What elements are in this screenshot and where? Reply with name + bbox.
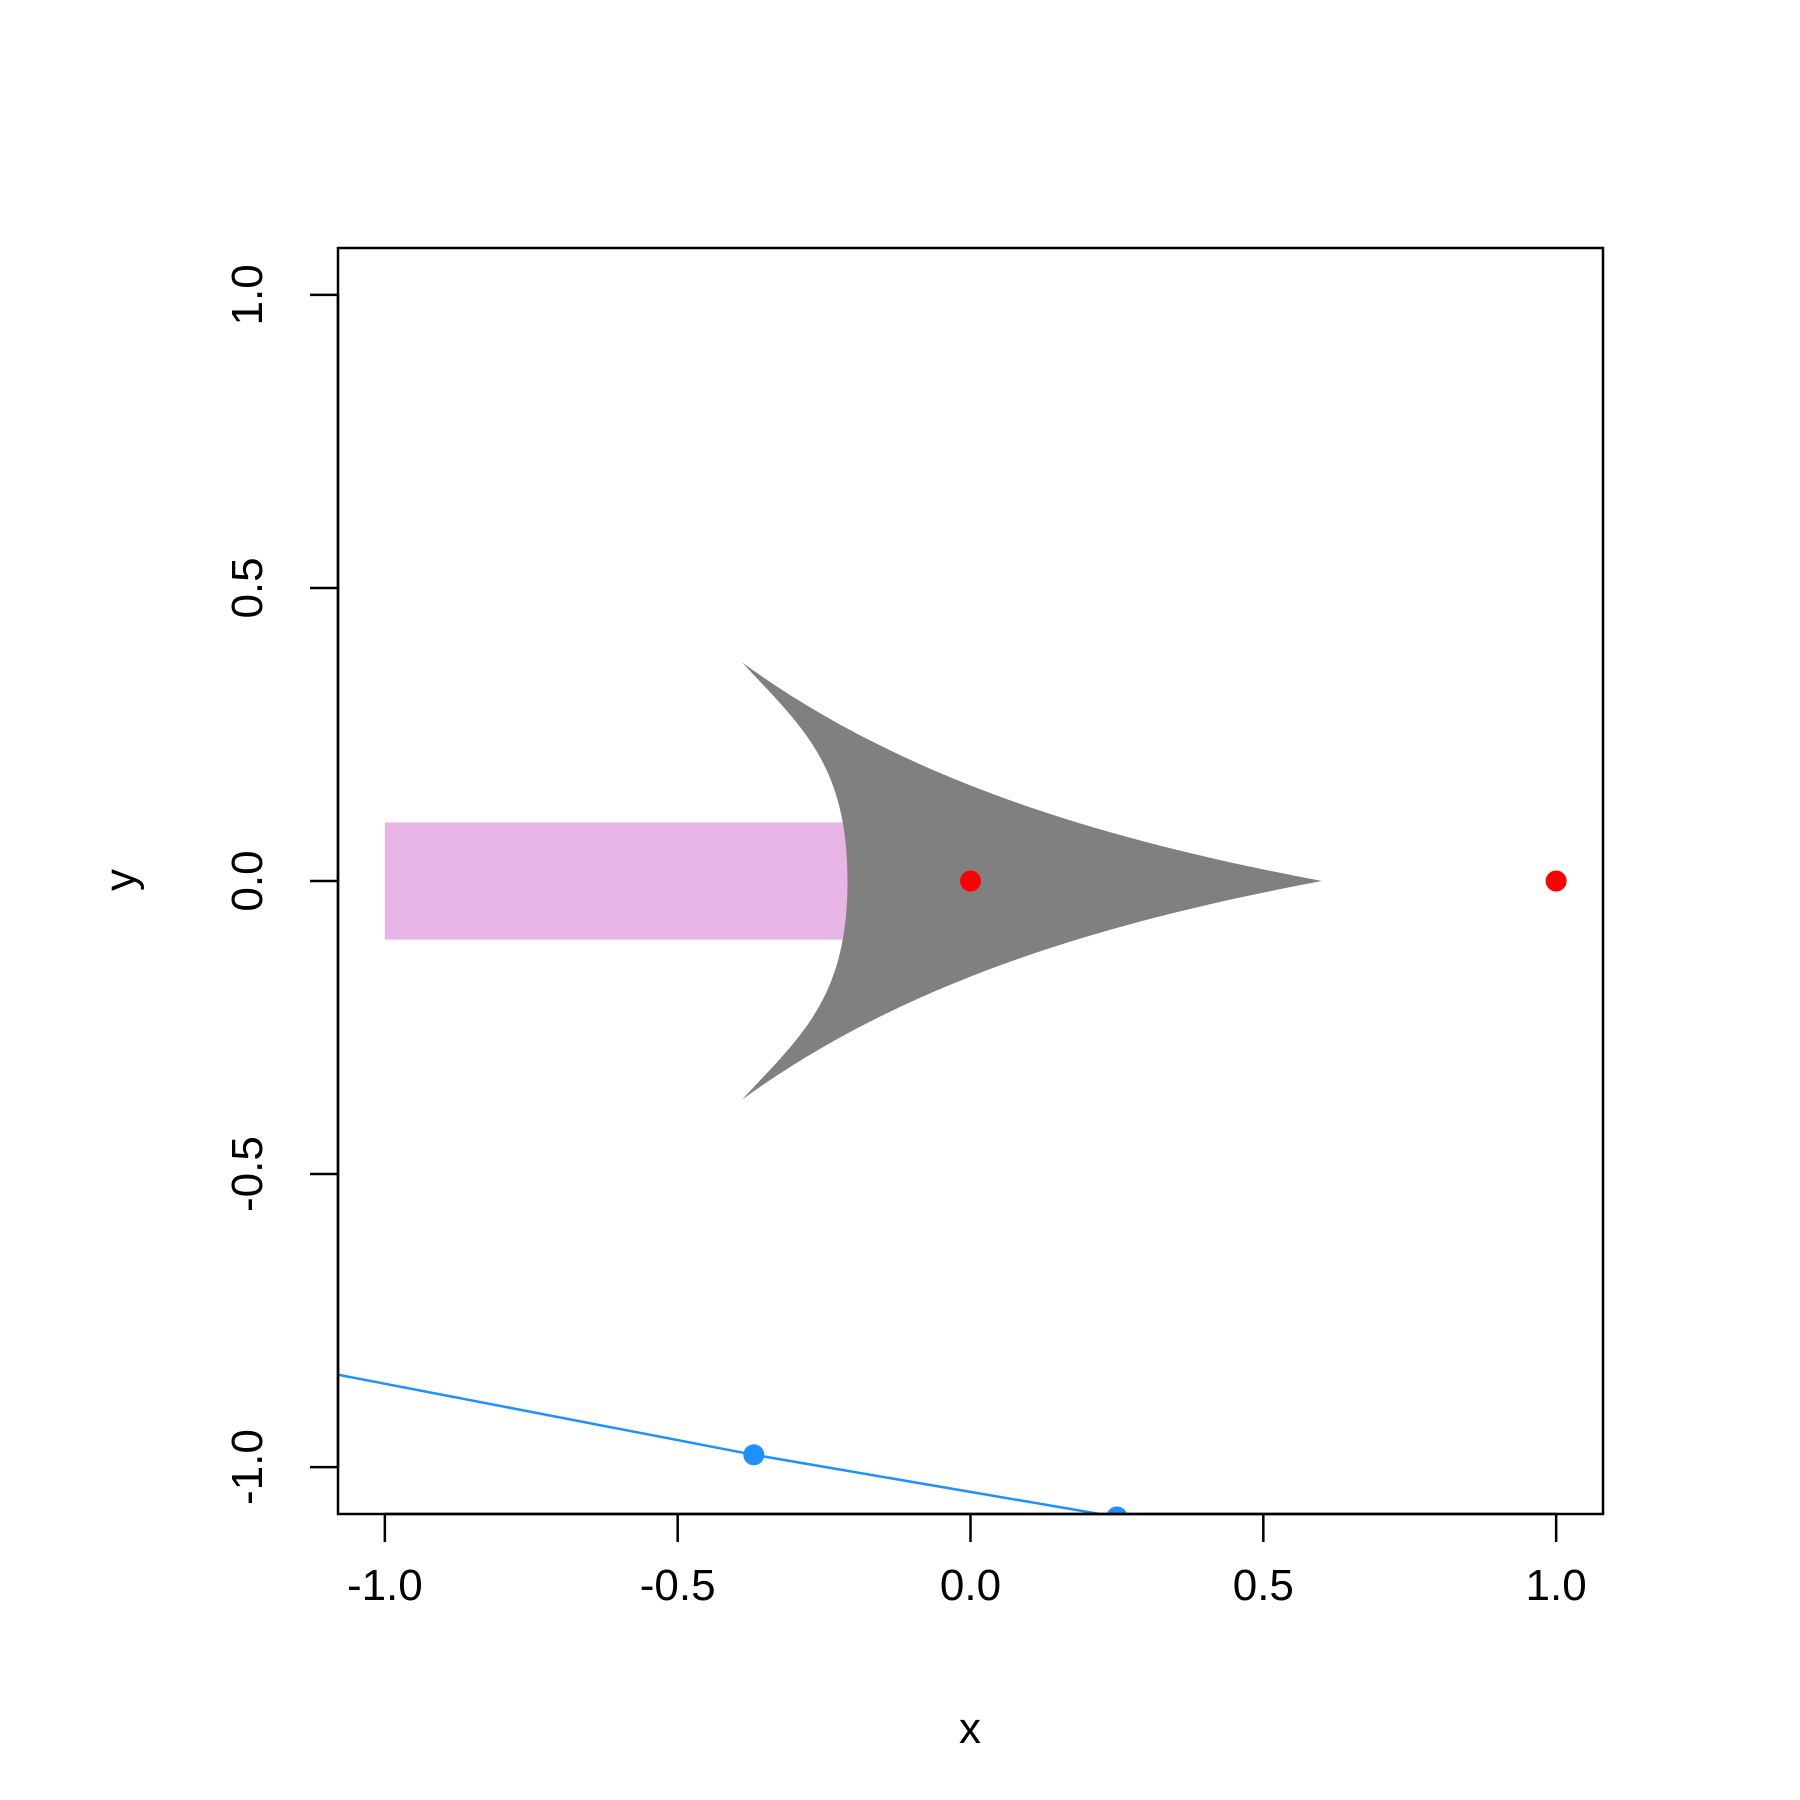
x-tick-label-1: -1.0 [347,1561,423,1610]
x-tick-label-5: 1.0 [1526,1561,1587,1610]
x-tick-label-3: 0.0 [940,1561,1001,1610]
red-point-1 [960,870,981,892]
red-point-2 [1545,870,1567,892]
blue-line-series [338,1373,1108,1514]
gray-arrowhead [742,662,1322,1100]
y-tick-label-5: 1.0 [223,264,272,325]
x-axis-title: x [959,1704,981,1753]
y-tick-label-4: 0.5 [223,557,272,618]
blue-point-2 [1106,1506,1127,1514]
y-axis: -1.0 -0.5 0.0 0.5 1.0 [223,264,340,1505]
plot-data-layer [338,662,1567,1514]
y-tick-label-1: -1.0 [223,1429,272,1505]
x-axis: -1.0 -0.5 0.0 0.5 1.0 [347,1512,1587,1610]
x-tick-label-4: 0.5 [1233,1561,1294,1610]
y-tick-label-3: 0.0 [223,850,272,911]
y-axis-title: y [96,869,145,891]
y-tick-label-2: -0.5 [223,1136,272,1212]
x-tick-label-2: -0.5 [640,1561,716,1610]
blue-point-1 [743,1444,765,1466]
